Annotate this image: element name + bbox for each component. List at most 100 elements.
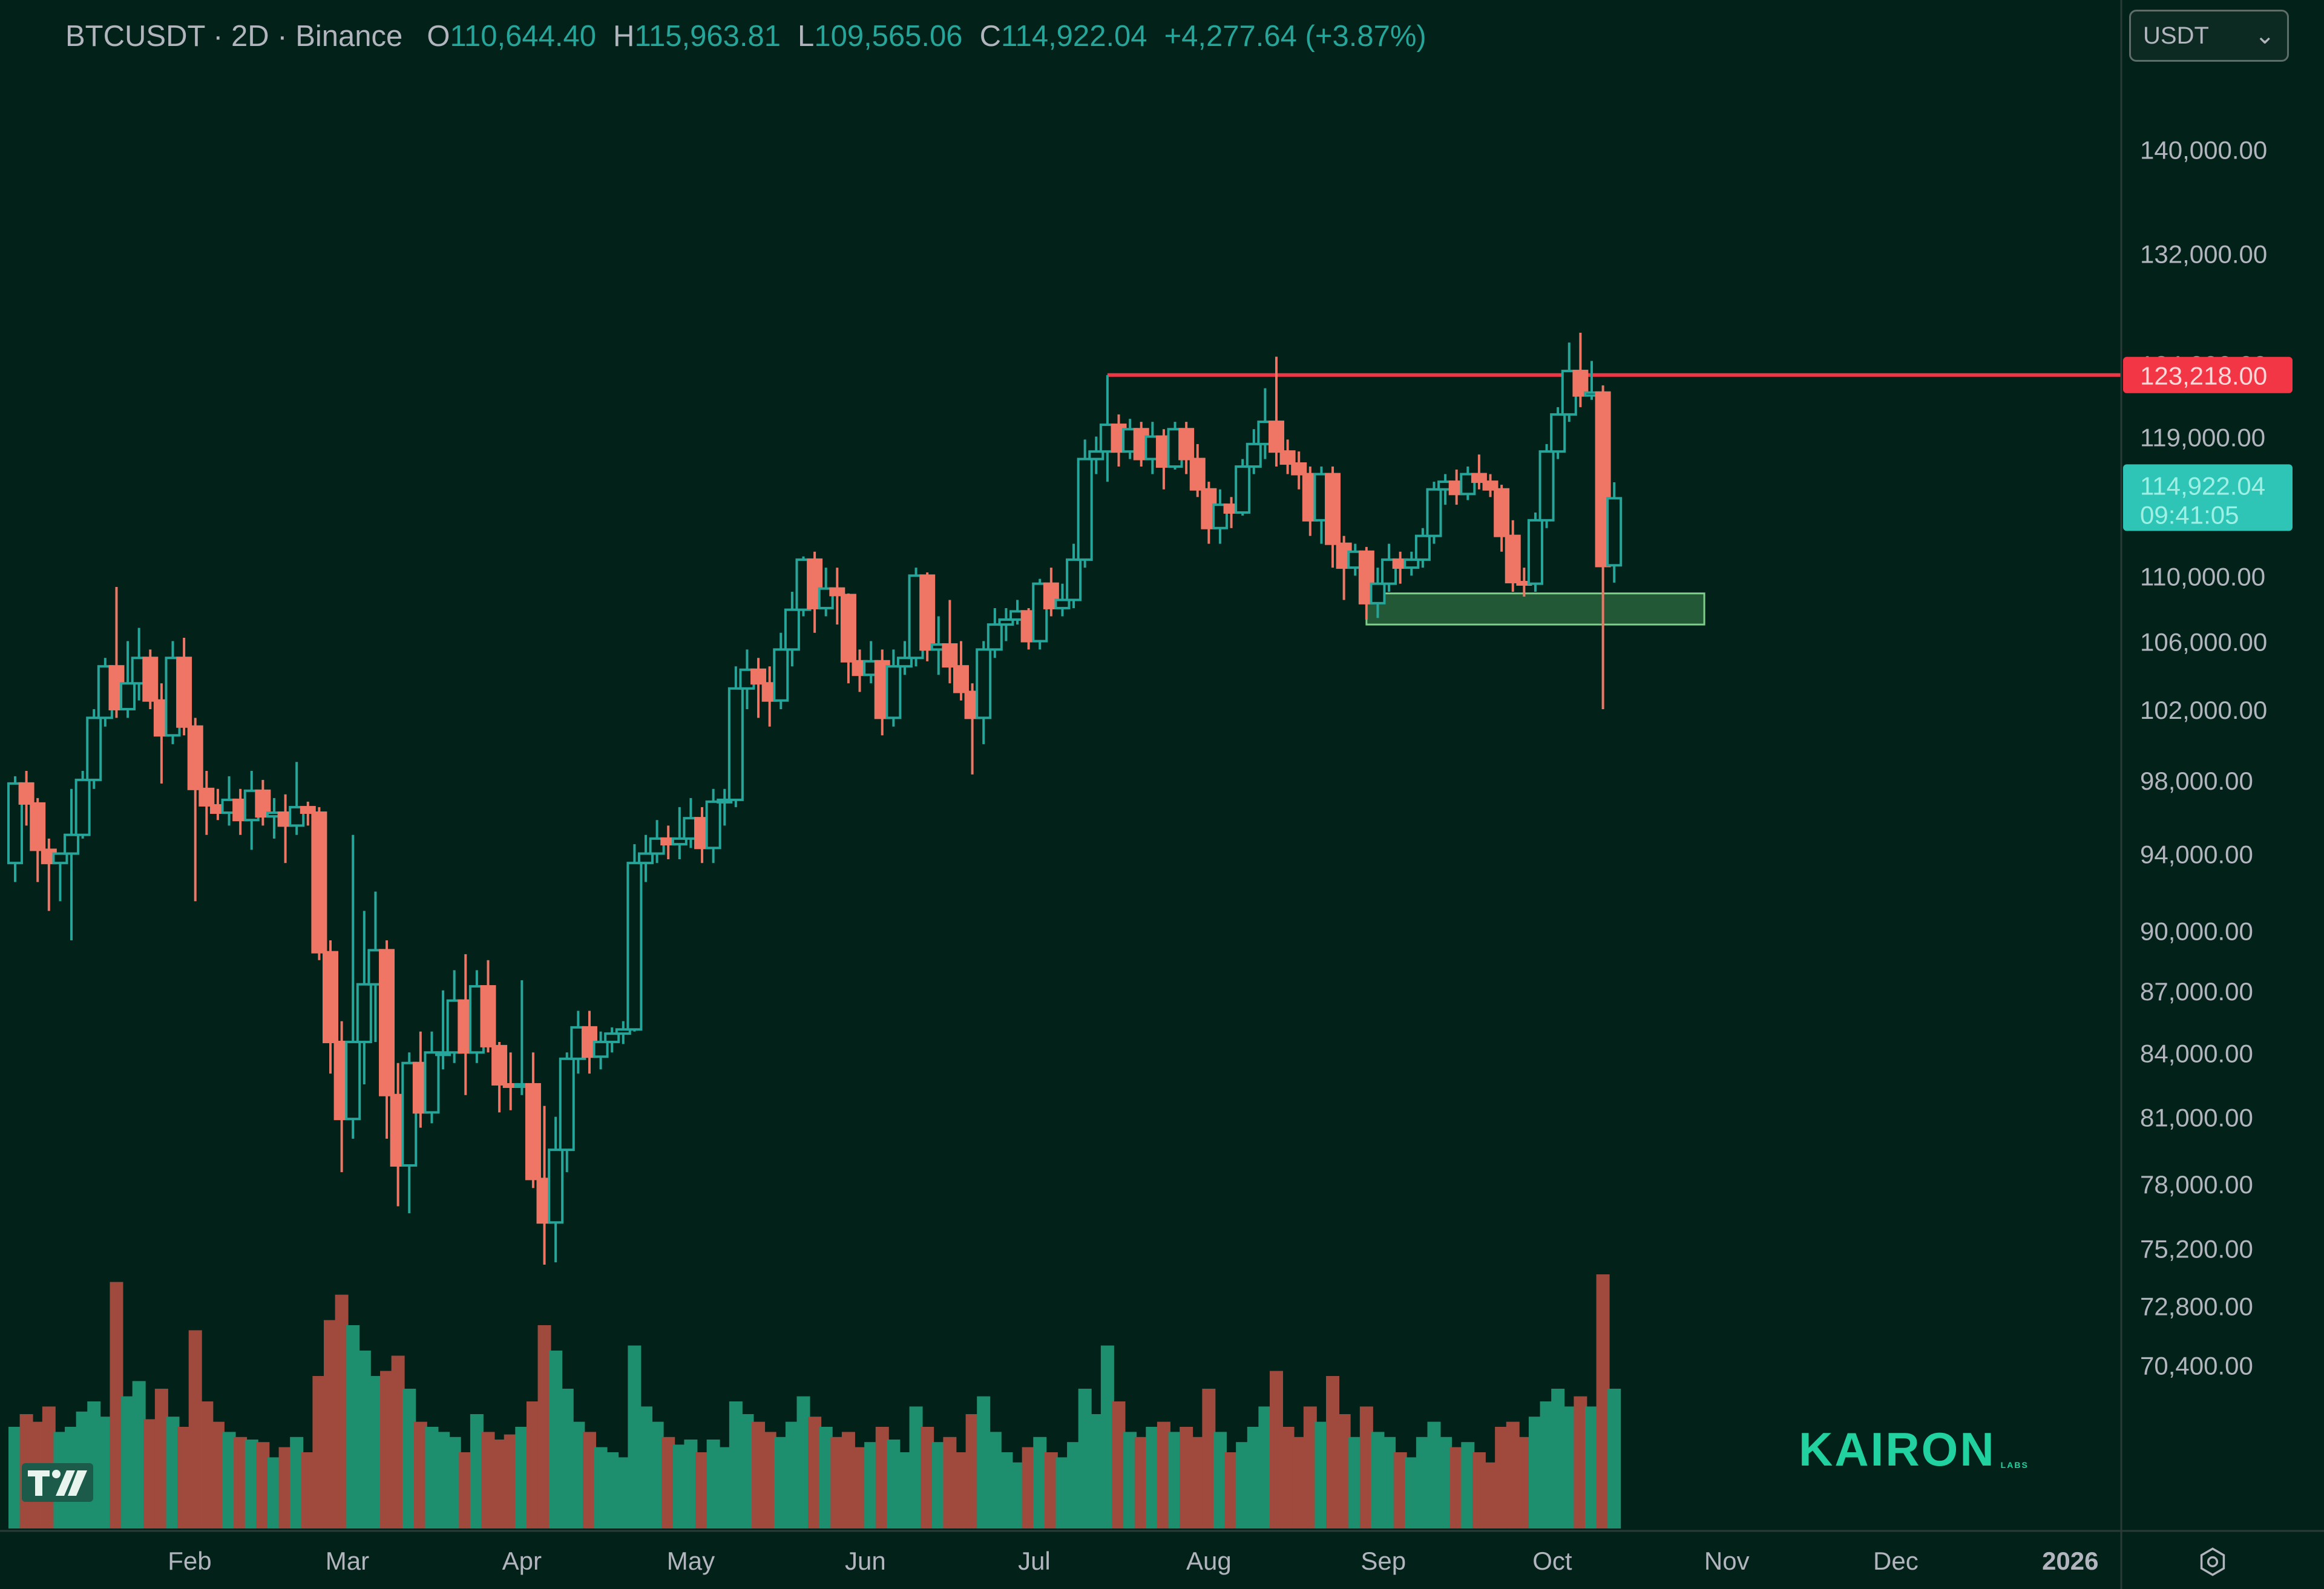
- volume-bar: [1100, 1345, 1114, 1528]
- candle-body: [1426, 488, 1442, 537]
- volume-bar: [188, 1330, 202, 1528]
- volume-bar: [200, 1401, 214, 1528]
- volume-bar: [1146, 1427, 1160, 1528]
- candle-body: [1527, 519, 1543, 585]
- volume-bar: [684, 1440, 698, 1528]
- volume-bar: [616, 1457, 630, 1528]
- price-tick-label: 87,000.00: [2140, 977, 2253, 1006]
- candle-body: [1538, 450, 1555, 522]
- candle-body: [1043, 582, 1059, 609]
- volume-bar: [1078, 1389, 1092, 1528]
- volume-bar: [323, 1320, 337, 1528]
- volume-bar: [1134, 1437, 1148, 1528]
- candle-body: [199, 787, 215, 807]
- volume-bar: [864, 1442, 878, 1528]
- candle-body: [998, 618, 1014, 626]
- time-tick-label: Aug: [1186, 1547, 1232, 1575]
- time-tick-label: Mar: [326, 1547, 369, 1575]
- volume-bar: [256, 1442, 270, 1528]
- close-key: C: [979, 20, 1001, 53]
- candle-body: [807, 558, 823, 609]
- volume-bar: [1439, 1437, 1452, 1528]
- time-tick-label: Nov: [1704, 1547, 1750, 1575]
- candle-body: [885, 665, 902, 719]
- volume-bar: [98, 1417, 112, 1528]
- volume-bar: [752, 1421, 766, 1528]
- volume-bar: [1123, 1432, 1137, 1528]
- candle-body: [986, 623, 1003, 651]
- volume-bar: [504, 1434, 517, 1528]
- candle-body: [491, 1044, 508, 1086]
- candle-body: [818, 587, 834, 609]
- candle-body: [30, 802, 46, 851]
- time-tick-label: Jun: [845, 1547, 886, 1575]
- volume-bar: [143, 1419, 157, 1528]
- candle-body: [1595, 391, 1611, 568]
- candle-body: [142, 657, 159, 702]
- candle-body: [401, 1061, 418, 1167]
- candle-body: [1178, 428, 1195, 460]
- candle-body: [187, 725, 203, 790]
- volume-bar: [413, 1421, 427, 1528]
- volume-bar: [166, 1417, 180, 1528]
- candle-body: [1358, 550, 1374, 604]
- candle-body: [942, 643, 958, 668]
- volume-bar: [763, 1432, 776, 1528]
- volume-bar: [887, 1440, 901, 1528]
- volume-bar: [402, 1389, 416, 1528]
- candle-body: [1279, 450, 1296, 465]
- volume-bar: [357, 1351, 371, 1528]
- volume-bar: [650, 1421, 664, 1528]
- volume-bar: [1483, 1462, 1497, 1528]
- candle-body: [559, 1057, 575, 1152]
- tradingview-logo[interactable]: [22, 1463, 93, 1502]
- chart-settings-button[interactable]: [2191, 1542, 2234, 1582]
- price-tick-label: 72,800.00: [2140, 1292, 2253, 1320]
- volume-bar: [841, 1432, 855, 1528]
- tradingview-logo-icon: [22, 1463, 93, 1502]
- volume-bar: [661, 1437, 675, 1528]
- time-tick-label: Oct: [1532, 1547, 1572, 1575]
- candle-body: [1414, 534, 1431, 561]
- candle-body: [1325, 473, 1341, 545]
- volume-bar: [301, 1452, 315, 1528]
- candle-body: [379, 949, 395, 1096]
- volume-bar: [796, 1396, 810, 1528]
- volume-bar: [459, 1452, 473, 1528]
- volume-bar: [380, 1371, 394, 1528]
- volume-bar: [605, 1452, 619, 1528]
- volume-bar: [1607, 1389, 1621, 1528]
- candle-body: [919, 574, 936, 651]
- volume-bar: [830, 1437, 844, 1528]
- symbol-title[interactable]: BTCUSDT · 2D · Binance: [65, 20, 403, 53]
- candle-body: [953, 665, 969, 693]
- volume-bar: [740, 1414, 754, 1528]
- volume-bar: [1562, 1406, 1576, 1528]
- candle-body: [120, 682, 136, 710]
- candles: [7, 332, 1623, 1265]
- price-tick-label: 81,000.00: [2140, 1104, 2253, 1132]
- support-zone: [1365, 592, 1705, 626]
- candle-body: [480, 985, 496, 1047]
- volume-bar: [1472, 1452, 1486, 1528]
- candle-body: [345, 1040, 361, 1121]
- volume-bar: [222, 1432, 236, 1528]
- price-tick-label: 102,000.00: [2140, 696, 2267, 724]
- candle-body: [1381, 558, 1397, 585]
- volume-bar: [110, 1282, 123, 1528]
- volume-bar: [988, 1432, 1002, 1528]
- chevron-down-icon: ⌄: [2254, 22, 2275, 49]
- candle-body: [1268, 421, 1284, 453]
- candle-body: [356, 983, 372, 1043]
- volume-bar: [999, 1452, 1013, 1528]
- volume-bar: [1011, 1462, 1025, 1528]
- volume-bar: [965, 1414, 979, 1528]
- volume-bar: [121, 1396, 135, 1528]
- price-tick-label: 78,000.00: [2140, 1170, 2253, 1199]
- candle-body: [1032, 582, 1048, 643]
- price-tick-label: 75,200.00: [2140, 1235, 2253, 1263]
- currency-select[interactable]: USDT ⌄: [2129, 10, 2289, 62]
- volume-bar: [1168, 1432, 1182, 1528]
- volume-bar: [729, 1401, 743, 1528]
